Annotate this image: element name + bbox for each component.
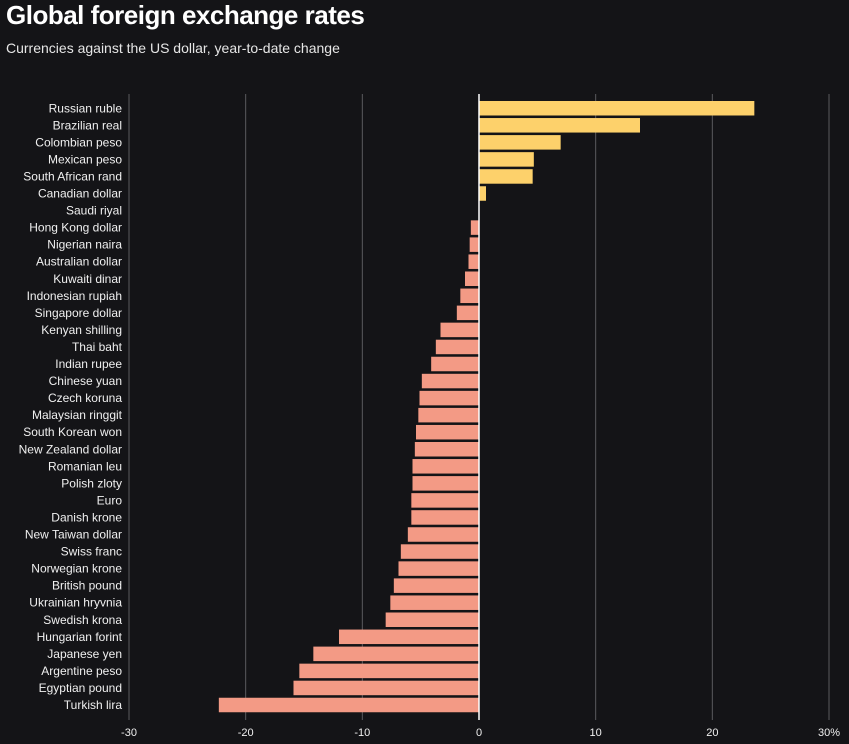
bar (412, 459, 479, 474)
category-label: British pound (52, 579, 122, 593)
bar (419, 390, 479, 406)
category-label: Singapore dollar (35, 306, 122, 320)
category-label: Indonesian rupiah (27, 289, 122, 303)
bar-layer (218, 101, 755, 713)
bar (479, 152, 534, 167)
bar (416, 424, 479, 440)
bar (469, 237, 479, 252)
bar (460, 288, 479, 304)
category-label: South Korean won (23, 425, 122, 439)
x-tick-label: 20 (706, 727, 718, 739)
category-label: Swiss franc (61, 545, 122, 559)
x-tick-label: -20 (238, 727, 254, 739)
x-tick-label: 30% (818, 727, 840, 739)
x-tick-label: 10 (590, 727, 602, 739)
bar (479, 101, 755, 116)
category-label: Mexican peso (48, 152, 122, 166)
category-label-layer: Russian ruble Brazilian real Colombian pes… (19, 101, 123, 712)
bar (411, 510, 479, 525)
category-label: Indian rupee (55, 357, 122, 371)
x-tick-label: -10 (354, 727, 370, 739)
bar (479, 186, 486, 201)
category-label: Kenyan shilling (41, 323, 122, 337)
category-label: New Zealand dollar (19, 442, 122, 456)
category-label: Ukrainian hryvnia (29, 596, 122, 610)
bar (421, 373, 479, 389)
bar (390, 595, 479, 610)
bar (400, 544, 479, 559)
category-label: Swedish krona (43, 613, 122, 627)
category-label: Chinese yuan (49, 374, 122, 388)
category-label: Hungarian forint (37, 630, 123, 644)
category-label: Nigerian naira (47, 238, 122, 252)
category-label: Canadian dollar (38, 187, 122, 201)
bar (339, 629, 479, 645)
category-label: New Taiwan dollar (25, 528, 122, 542)
category-label: Polish zloty (61, 476, 122, 490)
bar (385, 612, 479, 627)
category-label: Kuwaiti dinar (53, 272, 122, 286)
x-tick-label: 0 (476, 727, 482, 739)
bar (418, 407, 479, 423)
bar (407, 527, 479, 542)
tick-label-layer: -30 -20 -10 0 10 20 30% (121, 727, 840, 739)
bar (313, 646, 479, 662)
category-label: Russian ruble (49, 101, 123, 115)
bar (412, 476, 479, 491)
category-label: Japanese yen (47, 647, 122, 661)
bar (218, 697, 480, 713)
category-label: Colombian peso (35, 135, 122, 149)
category-label: Romanian leu (48, 459, 122, 473)
bar (431, 356, 479, 372)
category-label: Czech koruna (48, 391, 122, 405)
bar (479, 169, 533, 184)
category-label: South African rand (23, 169, 122, 183)
bar (435, 339, 479, 355)
bar (414, 442, 479, 457)
bar (479, 135, 561, 150)
bar (393, 578, 479, 593)
x-tick-label: -30 (121, 727, 137, 739)
category-label: Argentine peso (41, 664, 122, 678)
bar (456, 305, 479, 321)
bar (470, 220, 479, 235)
bar (465, 271, 479, 286)
category-label: Turkish lira (64, 698, 123, 712)
category-label: Euro (97, 493, 123, 507)
bar (398, 561, 479, 576)
category-label: Thai baht (72, 340, 123, 354)
bar (440, 322, 479, 338)
category-label: Hong Kong dollar (29, 221, 122, 235)
grid-layer (128, 94, 830, 720)
bar (299, 663, 479, 679)
bar (411, 493, 479, 508)
chart-title: Global foreign exchange rates (6, 0, 365, 30)
category-label: Egyptian pound (39, 681, 122, 695)
category-label: Malaysian ringgit (32, 408, 123, 422)
category-label: Saudi riyal (66, 204, 122, 218)
chart-subtitle: Currencies against the US dollar, year-t… (6, 40, 340, 56)
category-label: Australian dollar (36, 255, 122, 269)
bar (479, 118, 640, 133)
category-label: Brazilian real (53, 118, 122, 132)
category-label: Danish krone (51, 510, 122, 524)
bar (468, 254, 479, 269)
bar (293, 680, 479, 696)
category-label: Norwegian krone (31, 562, 122, 576)
